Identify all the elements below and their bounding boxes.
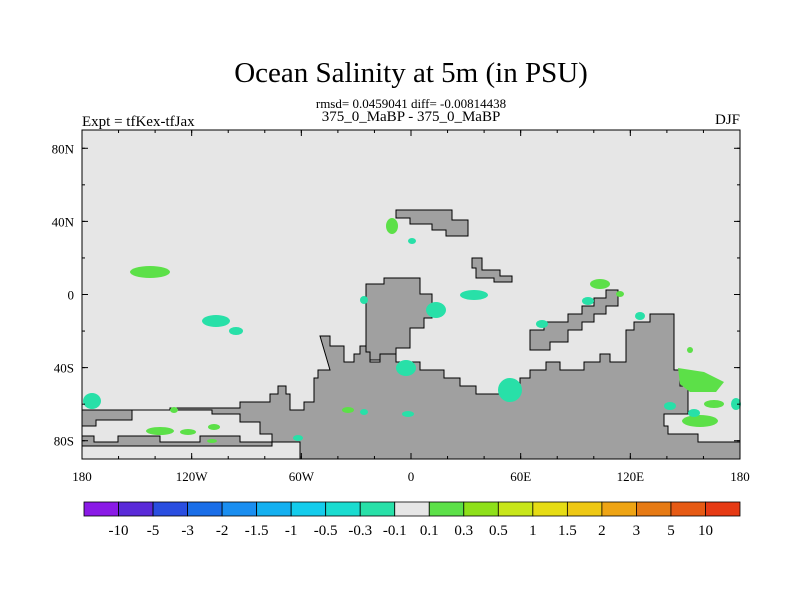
patch-negative	[688, 409, 700, 417]
patch-negative	[460, 290, 488, 300]
colorbar-swatch	[636, 501, 672, 517]
colorbar-swatch	[532, 501, 568, 517]
colorbar-label: 1.5	[558, 523, 577, 539]
colorbar-label: -1.5	[245, 523, 269, 539]
x-tick-label: 180	[72, 469, 92, 484]
y-tick-label: 80N	[52, 141, 75, 156]
colorbar-swatch	[221, 501, 258, 517]
colorbar-label: -1	[285, 523, 298, 539]
patch-negative	[536, 320, 548, 328]
colorbar-swatch	[325, 501, 361, 517]
y-tick-label: 80S	[54, 434, 74, 449]
patch-negative	[582, 297, 594, 305]
patch-negative	[402, 411, 414, 417]
colorbar-swatch	[187, 501, 223, 517]
patch-negative	[396, 360, 416, 376]
patch-negative	[498, 378, 522, 402]
colorbar-swatch	[152, 501, 188, 517]
x-tick-label: 60W	[289, 469, 315, 484]
patch-negative	[293, 435, 303, 441]
colorbar-label: -0.3	[348, 523, 372, 539]
colorbar-swatch	[83, 501, 119, 517]
x-tick-label: 0	[408, 469, 415, 484]
patch-positive	[590, 279, 610, 289]
colorbar-label: 0.1	[420, 523, 439, 539]
colorbar-label: 2	[598, 523, 606, 539]
colorbar-label: 1	[529, 523, 537, 539]
patch-negative	[426, 302, 446, 318]
x-tick-label: 60E	[510, 469, 531, 484]
map-panel: 180 120W 60W 0 60E 120E 180 80N 40N 0 40S 80S	[52, 129, 750, 484]
patch-positive	[386, 218, 398, 234]
colorbar-swatch	[670, 501, 706, 517]
land-masses	[81, 209, 741, 460]
colorbar-swatch	[601, 501, 637, 517]
asia-islands-land	[471, 257, 513, 283]
colorbar-swatch	[394, 501, 430, 517]
y-tick-label: 40S	[54, 361, 74, 376]
patch-negative	[202, 315, 230, 327]
colorbar-label: -10	[109, 523, 129, 539]
patch-positive	[687, 347, 693, 353]
patch-positive	[616, 291, 624, 297]
patch-negative	[408, 238, 416, 244]
patch-positive	[682, 415, 718, 427]
patch-positive	[130, 266, 170, 278]
colorbar-swatch	[256, 501, 292, 517]
colorbar-label: -3	[181, 523, 194, 539]
patch-positive	[342, 407, 354, 413]
colorbar-label: -2	[216, 523, 229, 539]
colorbar-label: -5	[147, 523, 160, 539]
colorbar: -10 -5 -3 -2 -1.5 -1 -0.5 -0.3 -0.1 0.1 0.3 0.5 1 1.5…	[83, 501, 741, 539]
patch-positive	[678, 368, 724, 392]
y-axis: 80N 40N 0 40S 80S	[52, 141, 740, 449]
x-tick-label: 120E	[617, 469, 645, 484]
colorbar-label: -0.5	[314, 523, 338, 539]
patch-positive	[208, 424, 220, 430]
patch-negative	[83, 393, 101, 409]
patch-negative	[360, 296, 368, 304]
eurasia-land	[395, 209, 469, 237]
colorbar-label: 0.5	[489, 523, 508, 539]
patch-positive	[170, 407, 178, 413]
right-label: DJF	[715, 112, 740, 128]
patch-negative	[731, 398, 741, 410]
patch-positive	[180, 429, 196, 435]
patch-positive	[704, 400, 724, 408]
colorbar-swatch	[566, 501, 603, 517]
southeast-asia-land	[529, 289, 619, 351]
patch-negative	[664, 402, 676, 410]
chart-title: Ocean Salinity at 5m (in PSU)	[234, 57, 588, 89]
y-tick-label: 0	[68, 288, 75, 303]
colorbar-swatch	[463, 501, 499, 517]
salinity-anomaly-patches	[83, 218, 741, 443]
colorbar-label: 10	[698, 523, 713, 539]
colorbar-swatch	[118, 501, 154, 517]
colorbar-label: 3	[633, 523, 641, 539]
colorbar-swatch	[359, 501, 396, 517]
y-tick-label: 40N	[52, 214, 75, 229]
patch-negative	[229, 327, 243, 335]
left-label: Expt = tfKex-tfJax	[82, 114, 195, 130]
stats-text: rmsd= 0.0459041 diff= -0.00814438	[316, 96, 506, 111]
patch-positive	[146, 427, 174, 435]
patch-positive	[207, 439, 217, 443]
colorbar-swatch	[428, 501, 465, 517]
colorbar-label: -0.1	[383, 523, 407, 539]
patch-negative	[360, 409, 368, 415]
colorbar-label: 0.3	[454, 523, 473, 539]
x-tick-label: 180	[730, 469, 750, 484]
colorbar-swatch	[290, 501, 327, 517]
x-axis: 180 120W 60W 0 60E 120E 180	[72, 130, 750, 484]
patch-negative	[635, 312, 645, 320]
colorbar-label: 5	[667, 523, 675, 539]
colorbar-swatch	[497, 501, 534, 517]
colorbar-swatch	[705, 501, 741, 517]
x-tick-label: 120W	[176, 469, 209, 484]
center-label: 375_0_MaBP - 375_0_MaBP	[322, 109, 501, 125]
antarctica-land	[81, 435, 273, 447]
